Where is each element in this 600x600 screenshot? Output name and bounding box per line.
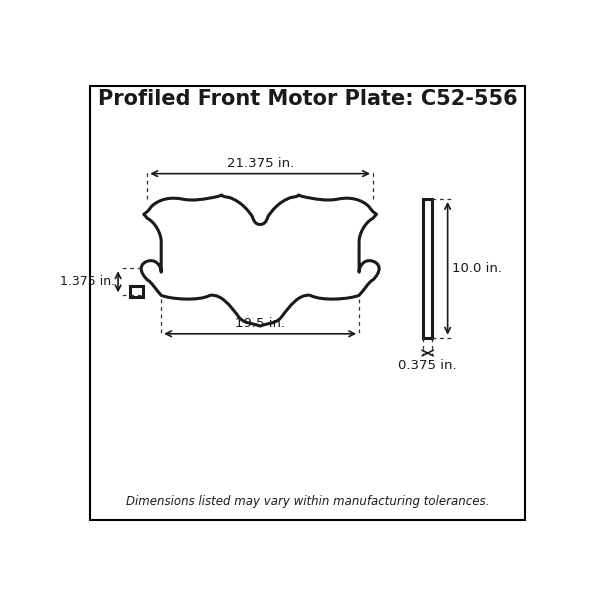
Text: Profiled Front Motor Plate: C52-556: Profiled Front Motor Plate: C52-556	[98, 89, 517, 109]
Text: 19.5 in.: 19.5 in.	[235, 317, 285, 330]
Text: 1.375 in.: 1.375 in.	[60, 275, 115, 289]
Text: 10.0 in.: 10.0 in.	[452, 262, 502, 275]
Text: 21.375 in.: 21.375 in.	[227, 157, 294, 170]
Text: 0.375 in.: 0.375 in.	[398, 359, 457, 372]
Bar	[423, 199, 432, 338]
Text: Dimensions listed may vary within manufacturing tolerances.: Dimensions listed may vary within manufa…	[126, 495, 489, 508]
